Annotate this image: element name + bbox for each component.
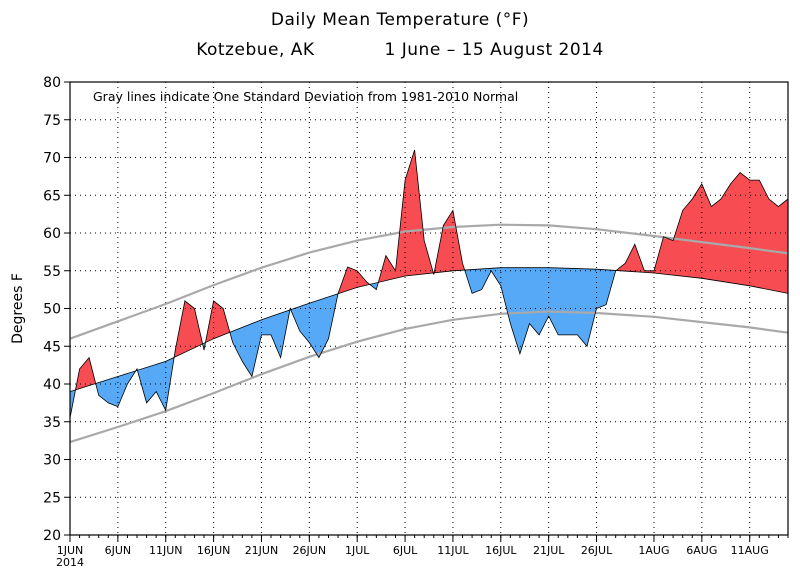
y-tick-label: 80 xyxy=(43,75,61,91)
axes-group: 20 25 30 35 40 45 50 55 60 65 70 75 80 1JUN 6JUN 11JUN 1… xyxy=(43,75,789,557)
below-normal-area xyxy=(95,370,136,407)
x-tick-label: 21JUL xyxy=(533,544,565,557)
y-tick-label: 30 xyxy=(43,453,61,469)
upper-sd-line xyxy=(69,223,789,340)
x-tick-label: 11JUN xyxy=(149,544,183,557)
y-tick-label: 25 xyxy=(43,490,61,506)
x-tick-label: 21JUN xyxy=(245,544,279,557)
lower-sd-line xyxy=(69,310,789,444)
x-tick-label: 1JUL xyxy=(345,544,370,557)
location-label: Kotzebue, AK xyxy=(196,40,315,60)
x-tick-label: 11AUG xyxy=(731,544,769,557)
chart-title: Daily Mean Temperature (°F) xyxy=(270,10,530,30)
y-tick-label: 65 xyxy=(43,188,61,204)
y-tick-label: 20 xyxy=(43,528,61,544)
x-tick-label: 11JUL xyxy=(437,544,469,557)
below-normal-area xyxy=(290,293,338,358)
x-tick-label: 26JUN xyxy=(293,544,327,557)
line-group xyxy=(69,149,789,444)
normal-line xyxy=(69,267,789,392)
above-normal-area xyxy=(434,210,465,273)
y-tick-label: 55 xyxy=(43,264,61,280)
y-tick-label: 60 xyxy=(43,226,61,242)
observed-line xyxy=(69,149,789,419)
chart-subtitle: Kotzebue, AK 1 June – 15 August 2014 xyxy=(0,40,800,60)
x-tick-label: 1AUG xyxy=(638,544,669,557)
x-tick-label: 16JUN xyxy=(197,544,231,557)
y-tick-label: 40 xyxy=(43,377,61,393)
y-tick-label: 50 xyxy=(43,302,61,318)
above-normal-area xyxy=(75,357,96,390)
period-label: 1 June – 15 August 2014 xyxy=(384,40,604,60)
grid-group xyxy=(70,82,788,535)
x-tick-label: 16JUL xyxy=(485,544,517,557)
year-label: 2014 xyxy=(56,556,84,569)
y-axis-label: Degrees F xyxy=(10,273,26,344)
above-normal-area xyxy=(338,267,370,294)
above-normal-area xyxy=(174,300,203,358)
y-tick-label: 45 xyxy=(43,339,61,355)
x-tick-label: 6JUN xyxy=(105,544,132,557)
below-normal-area xyxy=(464,267,616,354)
x-tick-label: 1JUN xyxy=(57,544,84,557)
y-tick-label: 75 xyxy=(43,113,61,129)
y-tick-label: 35 xyxy=(43,415,61,431)
annotation-text: Gray lines indicate One Standard Deviati… xyxy=(93,89,518,104)
x-tick-label: 26JUL xyxy=(581,544,613,557)
above-normal-area xyxy=(378,149,434,283)
x-tick-label: 6AUG xyxy=(686,544,717,557)
anomaly-fill-group xyxy=(70,149,788,418)
x-tick-label: 6JUL xyxy=(393,544,418,557)
y-tick-label: 70 xyxy=(43,151,61,167)
